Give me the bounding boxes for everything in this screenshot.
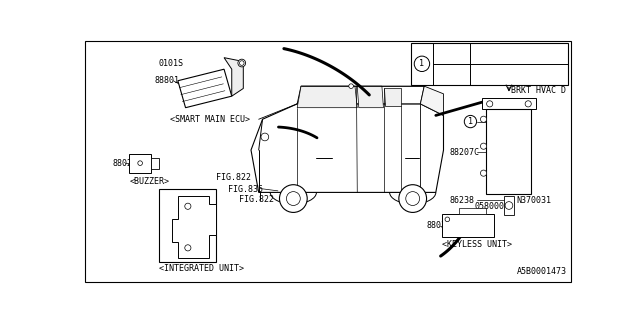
Circle shape: [481, 170, 486, 176]
Circle shape: [406, 192, 420, 205]
Polygon shape: [251, 104, 444, 192]
Circle shape: [399, 185, 427, 212]
Text: <INTEGRATED UNIT>: <INTEGRATED UNIT>: [159, 264, 244, 273]
Text: IMMOBILIZER ECU: IMMOBILIZER ECU: [471, 49, 546, 58]
Polygon shape: [442, 214, 493, 237]
Text: 0580002: 0580002: [474, 202, 509, 211]
Circle shape: [287, 192, 300, 205]
Text: 88801: 88801: [155, 76, 180, 85]
Text: 88207C: 88207C: [450, 148, 479, 157]
Text: <BUZZER>: <BUZZER>: [129, 177, 170, 186]
Circle shape: [414, 56, 429, 71]
Circle shape: [280, 185, 307, 212]
Circle shape: [445, 217, 450, 222]
Text: 1: 1: [468, 117, 473, 126]
Polygon shape: [482, 99, 536, 109]
Text: 86238: 86238: [450, 196, 475, 204]
Text: 88205: 88205: [435, 49, 460, 58]
Circle shape: [238, 59, 246, 67]
Text: FIG.822: FIG.822: [239, 195, 275, 204]
Text: FIG.822: FIG.822: [216, 173, 252, 182]
Bar: [459, 208, 486, 214]
Polygon shape: [357, 86, 383, 108]
Text: 1: 1: [419, 59, 424, 68]
Polygon shape: [172, 196, 216, 258]
Text: FIG.835: FIG.835: [228, 185, 263, 194]
Text: BRKT HVAC D: BRKT HVAC D: [511, 86, 566, 95]
Circle shape: [505, 202, 513, 209]
Polygon shape: [297, 86, 424, 104]
Polygon shape: [178, 69, 232, 108]
Polygon shape: [159, 188, 216, 262]
Polygon shape: [224, 58, 243, 96]
Polygon shape: [420, 86, 444, 116]
Bar: [151, 158, 159, 169]
Circle shape: [185, 203, 191, 209]
Circle shape: [138, 161, 143, 165]
Text: 88255: 88255: [435, 70, 460, 79]
Circle shape: [185, 245, 191, 251]
Bar: [486, 109, 531, 194]
Circle shape: [464, 116, 477, 128]
Text: 88021: 88021: [113, 159, 138, 168]
Polygon shape: [297, 86, 357, 108]
Bar: [411, 43, 568, 84]
Polygon shape: [384, 88, 401, 106]
Text: <KEYLESS UNIT>: <KEYLESS UNIT>: [442, 240, 512, 249]
Circle shape: [486, 101, 493, 107]
Circle shape: [239, 61, 244, 65]
Text: <SMART MAIN ECU>: <SMART MAIN ECU>: [170, 116, 250, 124]
Bar: [129, 154, 151, 173]
Circle shape: [349, 84, 353, 88]
Bar: [504, 196, 515, 215]
Text: 0101S: 0101S: [159, 59, 184, 68]
Text: A5B0001473: A5B0001473: [516, 267, 566, 276]
Circle shape: [481, 116, 486, 122]
Circle shape: [525, 101, 531, 107]
Circle shape: [261, 133, 269, 141]
Text: N370031: N370031: [516, 196, 552, 204]
Text: ID CODE BOX: ID CODE BOX: [471, 70, 526, 79]
Text: 88035A: 88035A: [427, 221, 456, 230]
Circle shape: [481, 143, 486, 149]
